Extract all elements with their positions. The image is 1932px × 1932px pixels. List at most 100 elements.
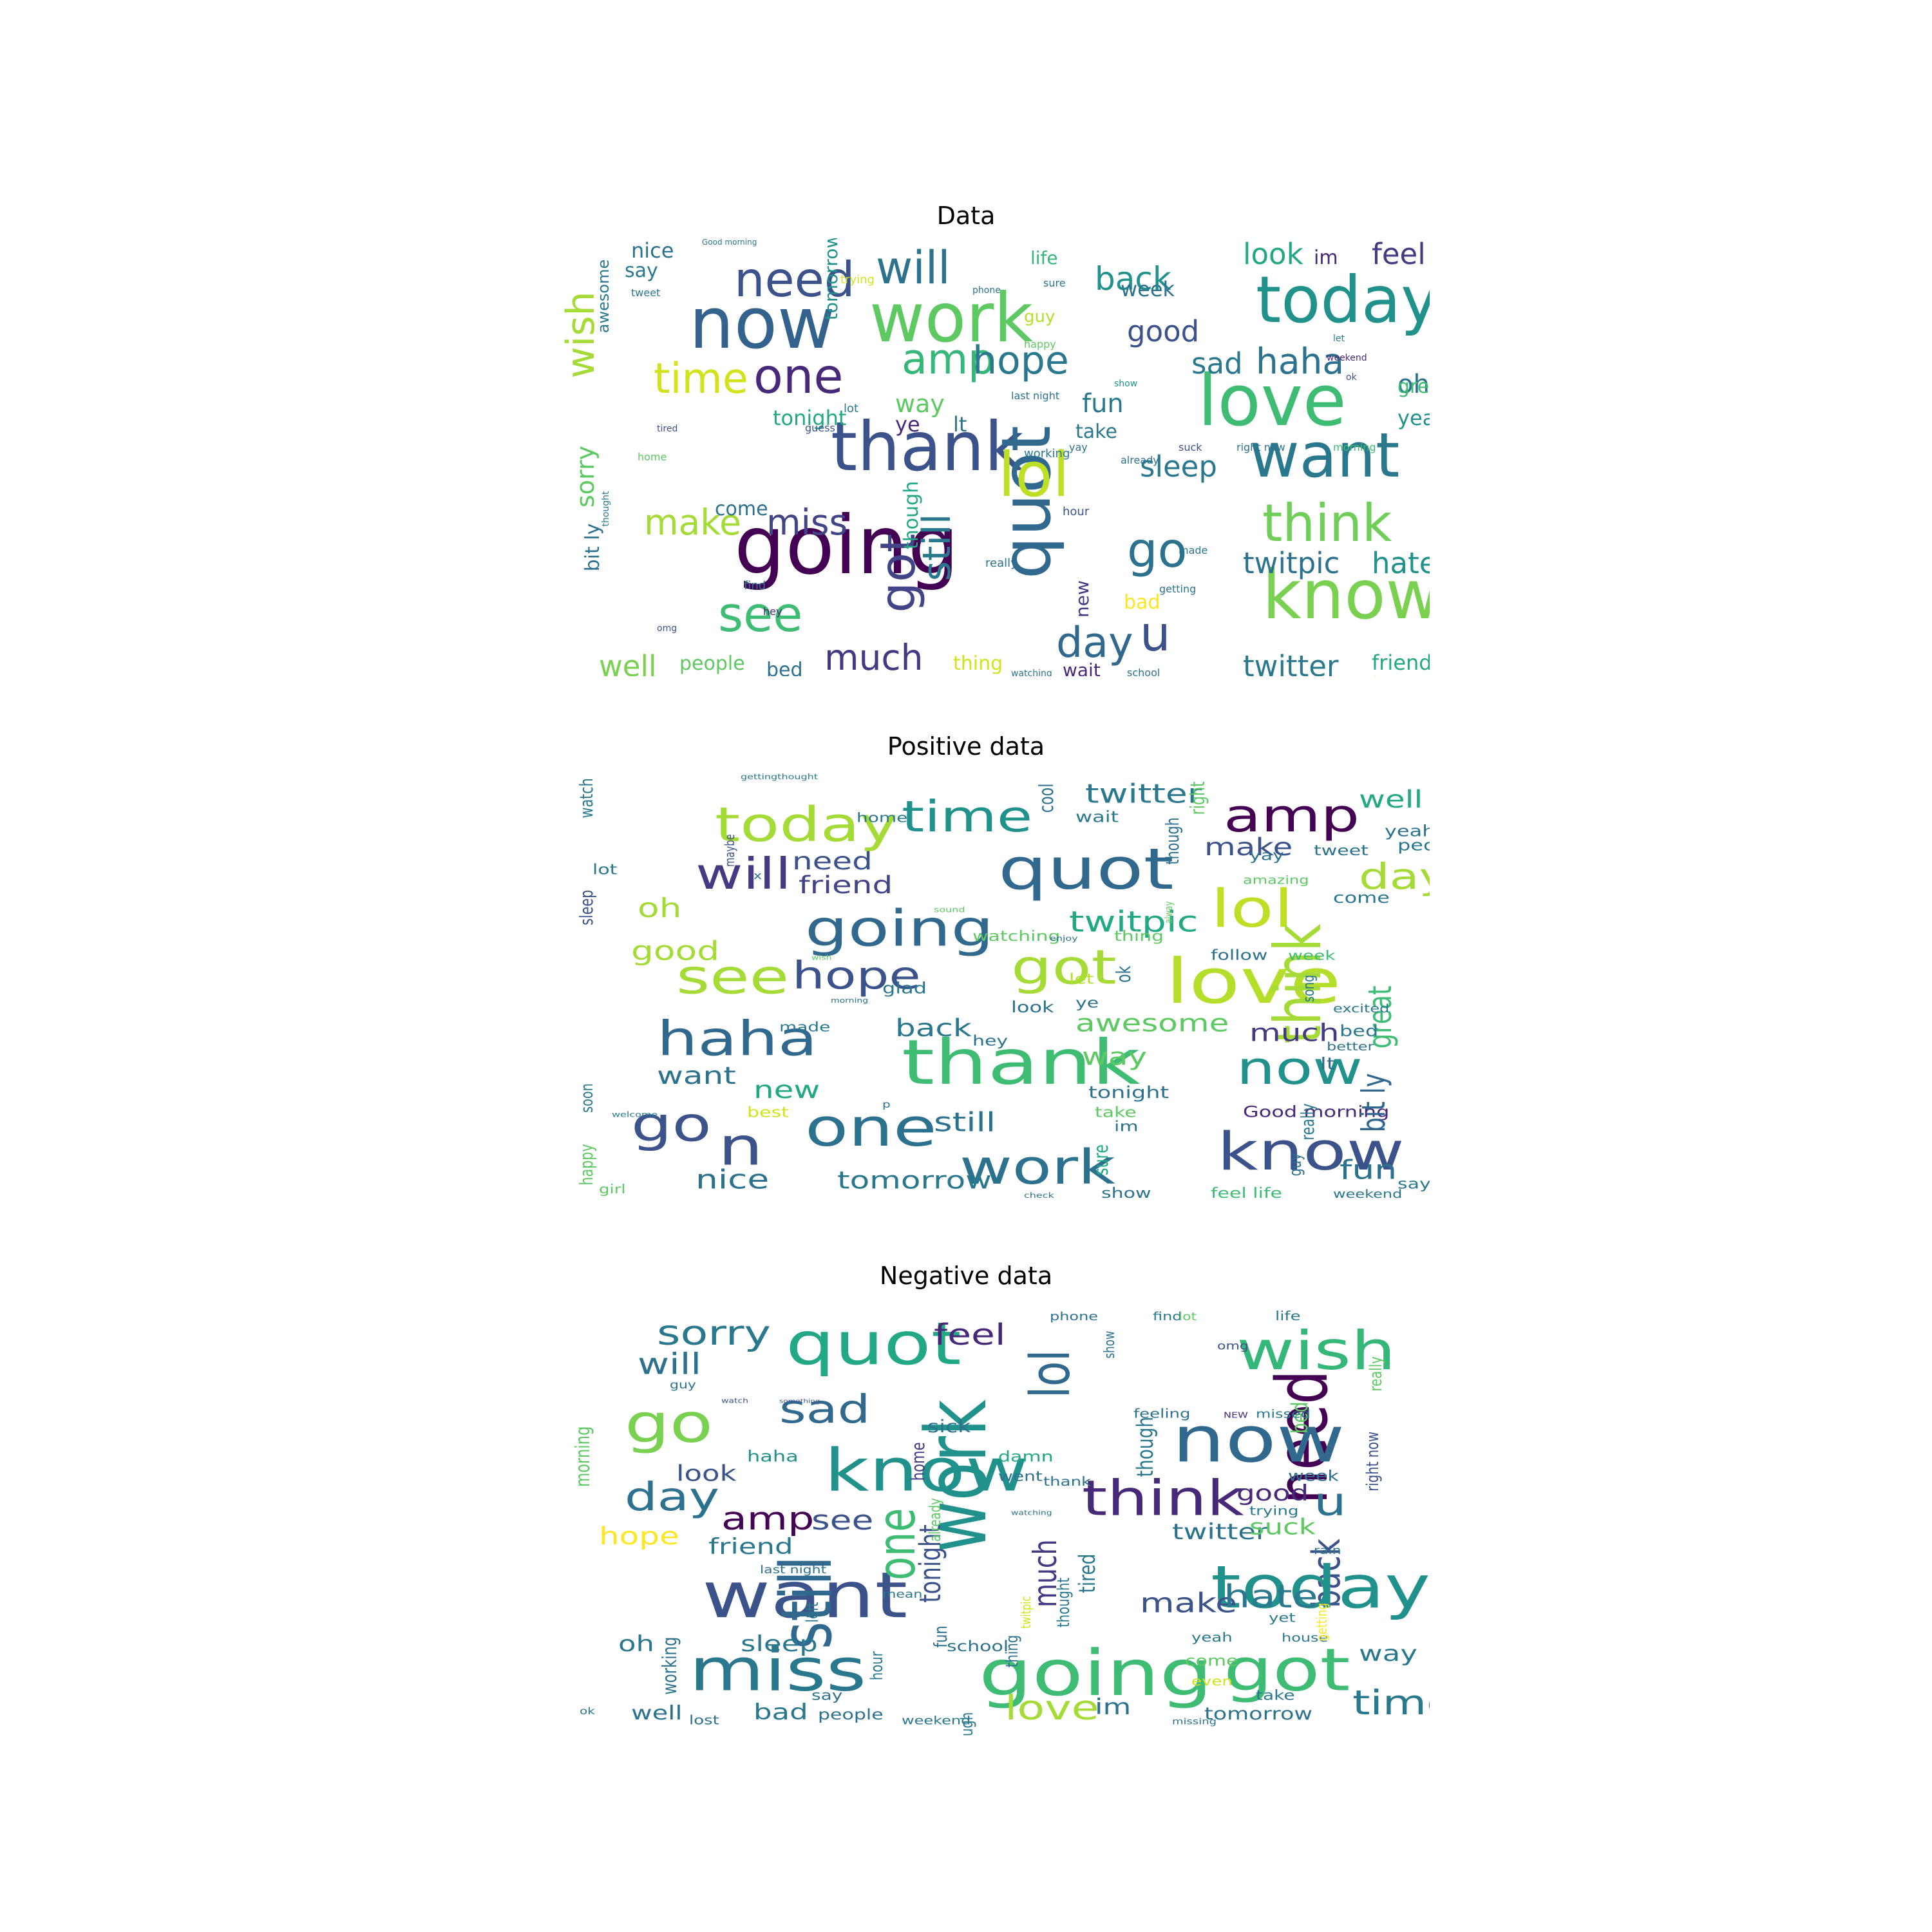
word-enjoy: enjoy (1050, 934, 1078, 943)
word-im: im (1114, 1119, 1139, 1135)
word-let: let (1069, 971, 1094, 987)
word-one: one (753, 348, 844, 404)
word-bit-ly: bit ly (1356, 1073, 1393, 1132)
word-thank: thank (1043, 1475, 1092, 1489)
word-im: im (1095, 1695, 1131, 1720)
word-bit-ly: bit ly (582, 524, 604, 572)
word-friend: friend (799, 872, 893, 900)
word-im: im (1314, 247, 1338, 269)
word-sorry: sorry (657, 1313, 771, 1353)
word-yeah: yeah (1191, 1631, 1233, 1645)
word-week: week (1288, 947, 1336, 963)
word-bad: bad (1124, 591, 1160, 614)
word-lt: lt (953, 412, 967, 437)
word-bed: bed (1287, 1401, 1313, 1434)
word-hour: hour (1063, 505, 1090, 518)
word-back: back (895, 1014, 972, 1042)
word-sleep: sleep (1140, 450, 1217, 484)
word-want: want (657, 1062, 736, 1090)
word-lol: lol (1211, 878, 1293, 939)
word-thank: thank (831, 408, 1024, 486)
word-new: new (1072, 580, 1093, 618)
word-yay: yay (1249, 848, 1284, 864)
word-sad: sad (779, 1387, 870, 1432)
word-oh: oh (638, 893, 682, 923)
panel-title-data: Data (936, 202, 996, 230)
word-life: life (1030, 247, 1058, 269)
word-twitpic: twitpic (1243, 546, 1340, 580)
word-want: want (1249, 421, 1399, 491)
word-u: u (1314, 1479, 1347, 1524)
word-wish: wish (811, 954, 831, 961)
word-guy: guy (670, 1379, 696, 1392)
word-show: show (1101, 1331, 1118, 1358)
word-find: find (1153, 1310, 1182, 1323)
word-day: day (1359, 856, 1430, 898)
word-lot: lot (592, 862, 617, 878)
word-sleep: sleep (741, 1631, 818, 1656)
word-time: time (1352, 1683, 1430, 1723)
word-well: well (1359, 786, 1423, 814)
word-look: look (1011, 998, 1054, 1016)
word-go: go (1127, 522, 1188, 578)
word-yeah: yeah (1397, 406, 1430, 430)
word-tonight: tonight (914, 1524, 947, 1603)
word-u: u (1140, 605, 1171, 662)
word-see: see (811, 1506, 873, 1537)
word-make: make (644, 502, 741, 543)
word-maybe: maybe (723, 834, 738, 867)
word-house: house (1282, 1631, 1328, 1645)
word-lot: lot (844, 402, 858, 415)
word-well: well (631, 1701, 683, 1724)
word-will: will (876, 242, 951, 294)
word-back: back (1304, 1539, 1349, 1608)
word-bed: bed (766, 659, 803, 676)
word-right: right (1188, 781, 1209, 815)
word-lol: lol (1018, 1350, 1082, 1398)
word-got: got (1224, 1636, 1350, 1705)
word-wish: wish (560, 291, 603, 378)
word-take: take (1075, 421, 1117, 443)
word-follow: follow (1211, 947, 1267, 963)
word-lol: lol (998, 440, 1070, 511)
word-sleep: sleep (576, 890, 597, 925)
word-morning: morning (572, 1426, 594, 1487)
word-day: day (1056, 619, 1133, 667)
word-good-morning: Good morning (702, 238, 757, 247)
word-find: find (744, 579, 766, 592)
word-today: today (1211, 1553, 1430, 1622)
word-haha: haha (1256, 341, 1344, 382)
word-wish: wish (1236, 1320, 1396, 1381)
word-guy: guy (1286, 1153, 1305, 1177)
word-happy: happy (1024, 338, 1056, 350)
word-quot: quot (998, 835, 1174, 902)
word-phone: phone (972, 285, 1001, 296)
word-watch: watch (721, 1396, 748, 1405)
word-weekend: weekend (1327, 353, 1367, 363)
word-gettingthought: gettingthought (741, 773, 819, 781)
word-come: come (1185, 1653, 1238, 1669)
word-morning: morning (1333, 441, 1376, 453)
word-bed: bed (1340, 1022, 1378, 1040)
word-tomorrow: tomorrow (837, 1167, 992, 1195)
word-watching: watching (1011, 668, 1052, 676)
word-hate: hate (1224, 1578, 1318, 1615)
word-know: know (824, 1437, 1028, 1505)
word-think: think (1082, 1470, 1244, 1527)
word-hope: hope (792, 953, 921, 998)
word-getting: getting (1159, 583, 1196, 595)
word-missing: missing (1172, 1716, 1217, 1727)
word-work: work (960, 1139, 1115, 1195)
word-rain: rain (1314, 1544, 1341, 1557)
word-going: going (734, 499, 959, 592)
word-love: love (1198, 359, 1347, 442)
word-say: say (1397, 1176, 1430, 1192)
word-twitpic: twitpic (1069, 905, 1198, 938)
word-twitter: twitter (1243, 649, 1339, 676)
word-wait: wait (1075, 808, 1119, 826)
word-come: come (715, 498, 768, 520)
word-watching: watching (1011, 1508, 1052, 1517)
word-good: good (631, 936, 719, 967)
